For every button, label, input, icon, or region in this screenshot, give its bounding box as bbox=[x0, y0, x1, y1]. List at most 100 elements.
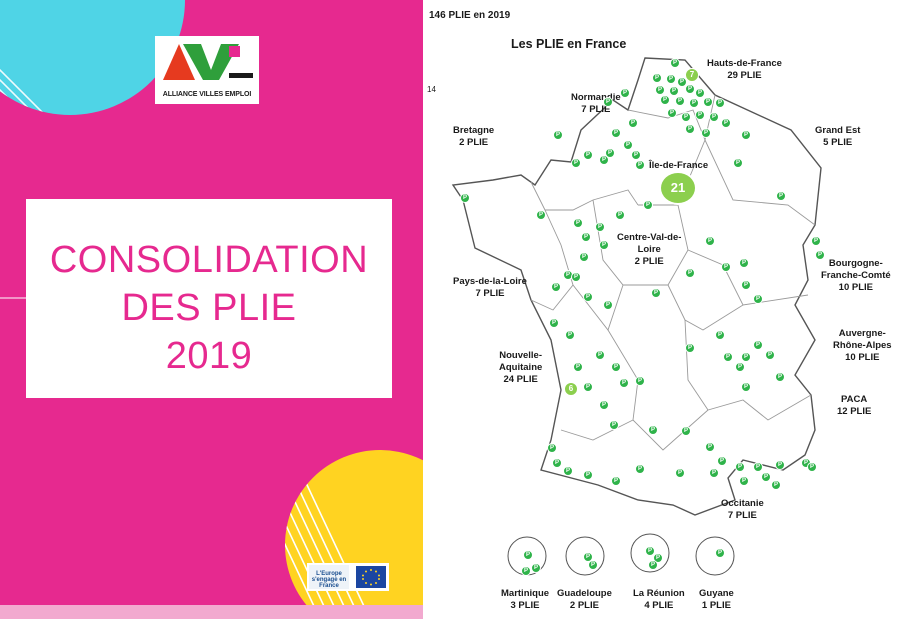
plie-marker: P bbox=[723, 352, 733, 362]
plie-marker: P bbox=[615, 210, 625, 220]
plie-marker: P bbox=[653, 553, 663, 563]
logo-subtitle: ALLIANCE VILLES EMPLOI bbox=[162, 91, 252, 98]
plie-marker: P bbox=[619, 378, 629, 388]
plie-marker: P bbox=[721, 118, 731, 128]
plie-marker: P bbox=[628, 118, 638, 128]
plie-marker: P bbox=[583, 292, 593, 302]
plie-marker: P bbox=[703, 97, 713, 107]
region-label-paca: PACA 12 PLIE bbox=[837, 394, 872, 417]
plie-marker: P bbox=[611, 362, 621, 372]
region-label-hauts-de-france: Hauts-de-France 29 PLIE bbox=[707, 58, 782, 81]
region-label-centre-val-de-loire: Centre-Val-de- Loire 2 PLIE bbox=[617, 232, 682, 267]
cluster-ile-de-france: 21 bbox=[659, 171, 697, 205]
overseas-label-la-reunion: La Réunion 4 PLIE bbox=[633, 588, 685, 611]
plie-marker: P bbox=[603, 300, 613, 310]
overseas-label-guyane: Guyane 1 PLIE bbox=[699, 588, 734, 611]
plie-marker: P bbox=[669, 86, 679, 96]
plie-marker: P bbox=[739, 258, 749, 268]
plie-marker: P bbox=[579, 252, 589, 262]
plie-marker: P bbox=[695, 88, 705, 98]
plie-marker: P bbox=[771, 480, 781, 490]
plie-marker: P bbox=[717, 456, 727, 466]
plie-marker: P bbox=[741, 352, 751, 362]
plie-marker: P bbox=[709, 112, 719, 122]
plie-marker: P bbox=[648, 560, 658, 570]
plie-marker: P bbox=[733, 158, 743, 168]
map-header: 146 PLIE en 2019 bbox=[429, 10, 511, 21]
title-line-2: DES PLIE bbox=[121, 287, 297, 329]
plie-marker: P bbox=[775, 372, 785, 382]
plie-marker: P bbox=[681, 112, 691, 122]
plie-marker: P bbox=[611, 128, 621, 138]
plie-marker: P bbox=[603, 97, 613, 107]
region-label-auvergne-rhone-alpes: Auvergne- Rhône-Alpes 10 PLIE bbox=[833, 328, 892, 363]
plie-marker: P bbox=[571, 158, 581, 168]
plie-marker: P bbox=[735, 462, 745, 472]
plie-marker: P bbox=[811, 236, 821, 246]
plie-marker: P bbox=[660, 95, 670, 105]
plie-marker: P bbox=[583, 150, 593, 160]
plie-marker: P bbox=[741, 382, 751, 392]
cluster-hauts-de-france: 7 bbox=[685, 68, 699, 82]
plie-marker: P bbox=[571, 272, 581, 282]
fse-logo-text: L'Europe s'engage en France bbox=[311, 571, 347, 589]
plie-marker: P bbox=[655, 85, 665, 95]
region-label-ile-de-france: Île-de-France bbox=[649, 160, 709, 171]
plie-marker: P bbox=[635, 376, 645, 386]
alliance-villes-emploi-logo: ALLIANCE VILLES EMPLOI bbox=[155, 36, 259, 104]
plie-marker: P bbox=[701, 128, 711, 138]
plie-marker: P bbox=[573, 362, 583, 372]
plie-marker: P bbox=[635, 160, 645, 170]
plie-marker: P bbox=[677, 77, 687, 87]
overseas-label-guadeloupe: Guadeloupe 2 PLIE bbox=[557, 588, 612, 611]
side-number: 14 bbox=[427, 85, 436, 94]
plie-marker: P bbox=[652, 73, 662, 83]
region-label-normandie: Normandie 7 PLIE bbox=[571, 92, 621, 115]
plie-marker: P bbox=[549, 318, 559, 328]
region-label-nouvelle-aquitaine: Nouvelle- Aquitaine 24 PLIE bbox=[499, 350, 543, 385]
region-label-bretagne: Bretagne 2 PLIE bbox=[453, 125, 495, 148]
map-title: Les PLIE en France bbox=[511, 37, 627, 51]
plie-marker: P bbox=[635, 464, 645, 474]
plie-marker: P bbox=[631, 150, 641, 160]
plie-marker: P bbox=[753, 340, 763, 350]
plie-marker: P bbox=[523, 550, 533, 560]
plie-marker: P bbox=[685, 84, 695, 94]
partner-logos: L'Europe s'engage en France bbox=[307, 563, 389, 591]
cover-page: ALLIANCE VILLES EMPLOI CONSOLIDATION DES… bbox=[0, 0, 423, 619]
plie-marker: P bbox=[595, 350, 605, 360]
france-map bbox=[451, 57, 822, 576]
plie-marker: P bbox=[667, 108, 677, 118]
plie-marker: P bbox=[681, 426, 691, 436]
plie-marker: P bbox=[609, 420, 619, 430]
title-line-3: 2019 bbox=[165, 335, 253, 377]
plie-marker: P bbox=[685, 268, 695, 278]
plie-marker: P bbox=[536, 210, 546, 220]
plie-marker: P bbox=[551, 282, 561, 292]
overseas-label-martinique: Martinique 3 PLIE bbox=[501, 588, 550, 611]
ave-logo-icon bbox=[163, 44, 253, 80]
plie-marker: P bbox=[753, 294, 763, 304]
eu-flag-icon bbox=[356, 566, 386, 588]
plie-marker: P bbox=[553, 130, 563, 140]
plie-marker: P bbox=[715, 330, 725, 340]
region-label-pays-de-la-loire: Pays-de-la-Loire 7 PLIE bbox=[453, 276, 527, 299]
plie-marker: P bbox=[651, 288, 661, 298]
plie-marker: P bbox=[460, 193, 470, 203]
plie-marker: P bbox=[648, 425, 658, 435]
plie-marker: P bbox=[563, 466, 573, 476]
plie-marker: P bbox=[739, 476, 749, 486]
plie-marker: P bbox=[531, 563, 541, 573]
plie-marker: P bbox=[675, 468, 685, 478]
plie-marker: P bbox=[605, 148, 615, 158]
plie-marker: P bbox=[807, 462, 817, 472]
plie-marker: P bbox=[670, 58, 680, 68]
plie-marker: P bbox=[765, 350, 775, 360]
plie-marker: P bbox=[581, 232, 591, 242]
title-line-1: CONSOLIDATION bbox=[49, 239, 369, 281]
plie-marker: P bbox=[735, 362, 745, 372]
fse-logo: L'Europe s'engage en France bbox=[309, 565, 349, 589]
yellow-circle bbox=[285, 450, 423, 619]
plie-marker: P bbox=[666, 74, 676, 84]
cluster-nouvelle-aquitaine: 6 bbox=[564, 382, 578, 396]
